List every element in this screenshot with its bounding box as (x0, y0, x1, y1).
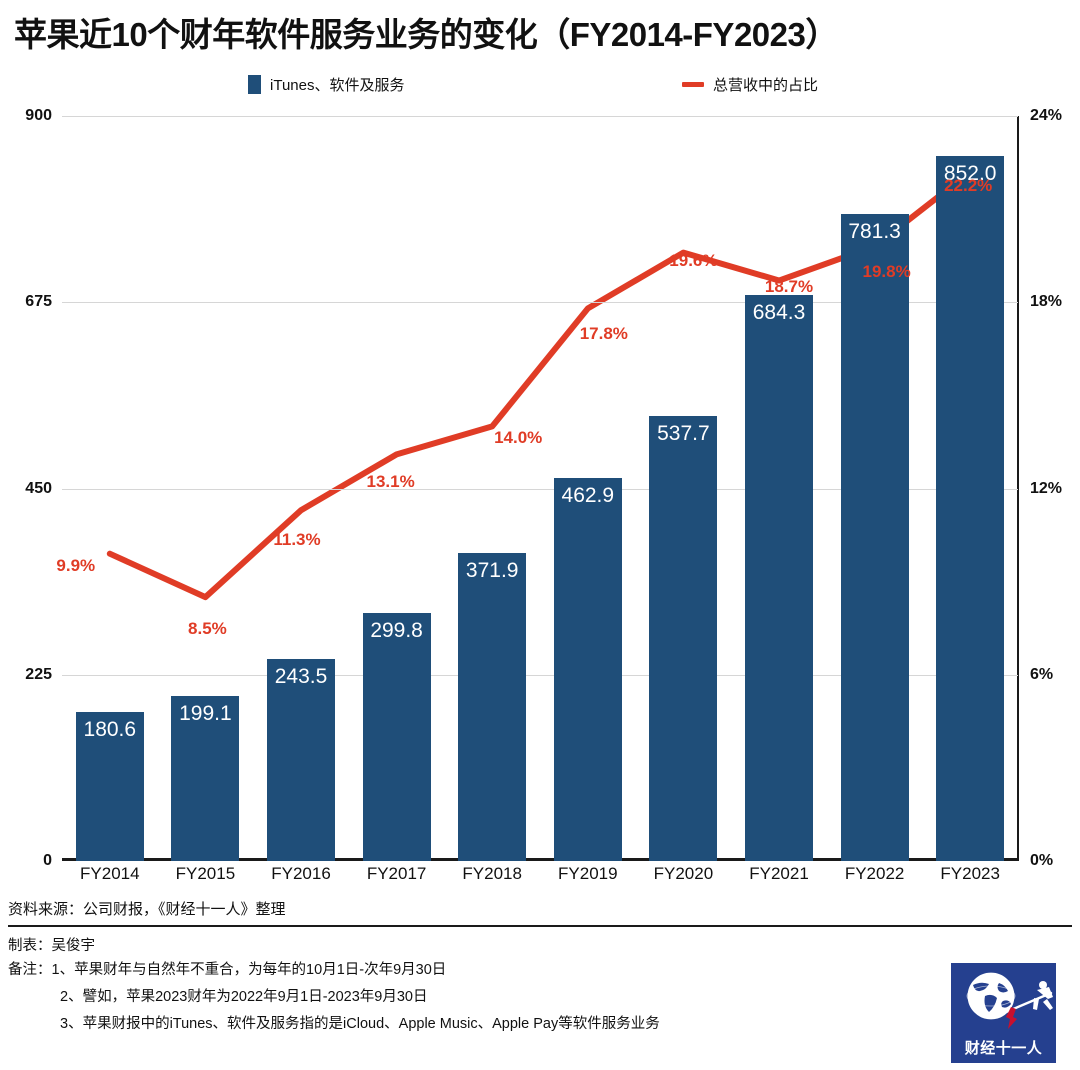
x-axis-tick-label: FY2018 (462, 864, 522, 883)
chart-legend: iTunes、软件及服务 总营收中的占比 (248, 74, 848, 100)
x-axis-tick-label: FY2020 (653, 864, 714, 883)
legend-line-swatch-icon (682, 82, 704, 87)
legend-bar-label: iTunes、软件及服务 (270, 77, 405, 94)
publisher-logo: 财经十一人 (951, 963, 1056, 1063)
line-point-label: 22.2% (944, 175, 993, 195)
bar-value-label: 199.1 (179, 702, 232, 726)
gridline (62, 674, 1018, 676)
y-axis-left-tick-label: 900 (25, 107, 52, 124)
legend-item-bar: iTunes、软件及服务 (248, 74, 404, 95)
page-title: 苹果近10个财年软件服务业务的变化（FY2014-FY2023） (14, 16, 838, 53)
y-axis-right-tick-label: 18% (1030, 293, 1063, 311)
x-axis-tick-label: FY2023 (940, 864, 1000, 883)
bar-column[interactable]: 371.9 (458, 553, 527, 861)
source-note: 资料来源：公司财报，《财经十一人》整理 (8, 901, 286, 918)
line-series-svg (106, 168, 974, 601)
bar-value-label: 299.8 (370, 618, 423, 642)
gridline (62, 488, 1018, 490)
bar-value-label: 781.3 (848, 220, 901, 244)
y-axis-right-tick-label: 24% (1030, 107, 1063, 124)
bar-value-label: 684.3 (752, 300, 806, 324)
x-axis-tick-label: FY2019 (558, 864, 618, 883)
x-axis-tick-label: FY2017 (366, 864, 427, 883)
bar-column[interactable]: 852.0 (936, 155, 1005, 861)
legend-line-label: 总营收中的占比 (713, 77, 819, 94)
x-axis-tick-label: FY2021 (749, 864, 809, 883)
gridline (62, 302, 1018, 304)
bar-column[interactable]: 462.9 (553, 477, 622, 861)
bar-value-label: 537.7 (657, 421, 710, 445)
bar-column[interactable]: 684.3 (745, 294, 813, 861)
right-axis-line (1017, 116, 1019, 861)
line-point-label: 19.6% (669, 250, 718, 270)
bar-column[interactable]: 781.3 (840, 214, 909, 861)
footer-divider (8, 925, 1072, 927)
line-point-label: 17.8% (579, 324, 628, 344)
note-line: 3、苹果财报中的iTunes、软件及服务指的是iCloud、Apple Musi… (60, 1016, 660, 1033)
x-axis-tick-label: FY2016 (271, 864, 331, 883)
x-axis-line (62, 858, 1018, 861)
bar-column[interactable]: 243.5 (267, 659, 335, 861)
x-axis-tick-label: FY2022 (844, 864, 905, 883)
y-axis-right-tick-label: 6% (1030, 665, 1054, 683)
gridline (62, 116, 1018, 117)
y-axis-left-tick-label: 675 (25, 293, 52, 311)
legend-bar-swatch-icon (248, 75, 261, 94)
notes-head: 备注：1、苹果财年与自然年不重合，为每年的10月1日-次年9月30日 (8, 962, 447, 978)
bar-value-label: 243.5 (274, 665, 328, 689)
x-axis-tick-label: FY2015 (175, 864, 236, 883)
line-point-label: 18.7% (764, 276, 814, 296)
notes-block: 备注：1、苹果财年与自然年不重合，为每年的10月1日-次年9月30日 2、譬如，苹… (8, 960, 660, 1041)
credit-note: 制表：吴俊宇 (8, 938, 95, 954)
bar-column[interactable]: 537.7 (649, 415, 718, 861)
line-point-label: 11.3% (273, 530, 321, 550)
line-point-label: 19.8% (862, 262, 911, 282)
bar-value-label: 462.9 (561, 483, 615, 507)
legend-item-line: 总营收中的占比 (682, 74, 818, 95)
y-axis-left-tick-label: 0 (43, 852, 52, 869)
line-point-label: 9.9% (56, 555, 96, 575)
line-point-label: 8.5% (188, 619, 227, 639)
y-axis-left-tick-label: 225 (25, 665, 52, 683)
y-axis-right-tick-label: 0% (1030, 852, 1054, 869)
y-axis-left-tick-label: 450 (25, 479, 52, 497)
y-axis-right-tick-label: 12% (1030, 479, 1063, 497)
bar-value-label: 371.9 (465, 559, 519, 583)
logo-name: 财经十一人 (964, 1040, 1043, 1057)
line-series-path (106, 168, 974, 601)
line-point-label: 14.0% (494, 428, 543, 448)
bar-column[interactable]: 299.8 (362, 612, 431, 861)
bar-value-label: 180.6 (83, 717, 137, 741)
note-line: 2、譬如，苹果2023财年为2022年9月1日-2023年9月30日 (60, 989, 428, 1006)
line-point-label: 13.1% (366, 472, 415, 492)
bar-column[interactable]: 199.1 (171, 696, 240, 861)
globe-runner-icon (966, 971, 1053, 1029)
x-axis-tick-label: FY2014 (80, 864, 140, 883)
bar-column[interactable]: 180.6 (75, 711, 144, 861)
chart-plot-area: 0 225 450 675 900 0% 6% 12% 18% 24% 180.6 FY2014 199… (25, 107, 1062, 883)
